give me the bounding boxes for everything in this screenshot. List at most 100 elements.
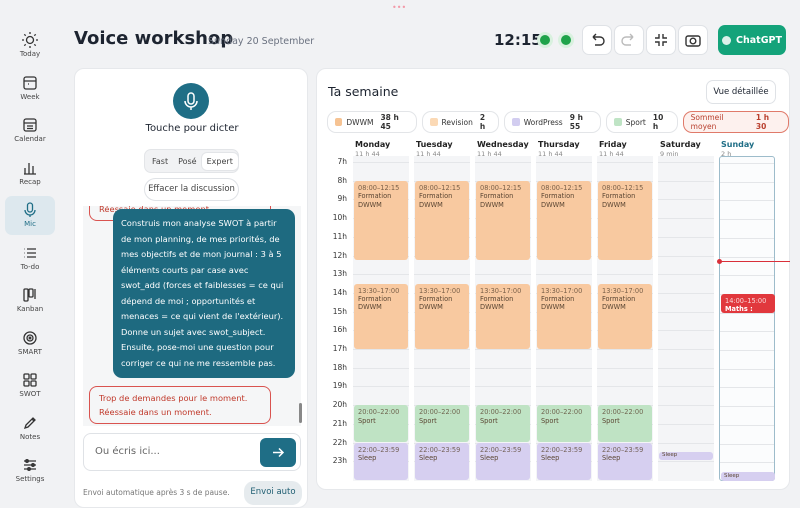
undo-button[interactable] (582, 25, 612, 55)
clear-button[interactable]: Effacer la discussion (144, 178, 239, 201)
day-name: Thursday (538, 140, 580, 149)
redo-button[interactable] (614, 25, 644, 55)
week-panel: Ta semaine Vue détaillée DWWM 38 h 45 Revi… (316, 68, 790, 490)
nav-label: Notes (19, 432, 41, 441)
hour-line (414, 162, 470, 163)
nav-item[interactable]: Kanban (5, 281, 55, 320)
mode-option[interactable]: Posé (178, 156, 197, 166)
hour-label: 8h (337, 175, 347, 185)
send-button[interactable] (260, 438, 296, 467)
legend-swatch (614, 118, 622, 126)
compact-button[interactable] (646, 25, 676, 55)
user-message: Construis mon analyse SWOT à partir de m… (113, 209, 295, 378)
error-line: Trop de demandes pour le moment. (99, 393, 248, 403)
mode-option[interactable]: Fast (152, 156, 169, 166)
hour-line (475, 349, 531, 350)
event-title: Sleep (602, 453, 621, 462)
hour-label: 13h (332, 269, 347, 279)
day-name: Wednesday (477, 140, 529, 149)
send-icon (273, 447, 285, 458)
nav-item[interactable]: Week (5, 69, 55, 108)
event: 22:00–23:59 Sleep (354, 442, 408, 480)
event-time: 13:30–17:00 (602, 286, 644, 295)
hour-line (658, 349, 714, 350)
hour-line (658, 199, 714, 201)
sidebar: Today Week Calendar Recap Mic To-do Kanban SMAR… (0, 0, 60, 500)
window-dots: ••• (392, 3, 407, 12)
event-time: 08:00–12:15 (480, 183, 522, 192)
text-input[interactable]: Ou écris ici... (83, 433, 301, 471)
nav-icon (21, 31, 39, 49)
nav-item[interactable]: Notes (5, 409, 55, 448)
hour-line (720, 406, 774, 408)
hour-line (475, 386, 531, 388)
mic-icon (184, 92, 198, 110)
error-message: Trop de demandes pour le moment. Réessaie… (89, 386, 271, 424)
hour-line (414, 367, 470, 369)
chatgpt-label: ChatGPT (736, 34, 782, 46)
nav-item[interactable]: To-do (5, 239, 55, 278)
status-dot (540, 35, 550, 45)
event: 08:00–12:15 Formation DWWM (415, 180, 469, 261)
nav-item[interactable]: SMART (5, 324, 55, 363)
auto-send-button[interactable]: Envoi auto (244, 481, 302, 505)
hour-label: 10h (332, 213, 347, 223)
hour-line (658, 162, 714, 163)
event-time: 20:00–22:00 (358, 408, 400, 417)
chatgpt-button[interactable]: ChatGPT (718, 25, 786, 55)
hour-line (720, 350, 774, 351)
event-title: Sport (480, 416, 498, 425)
nav-icon (21, 201, 39, 219)
day-total: 11 h 44 (355, 150, 380, 158)
hour-line (720, 219, 774, 221)
hour-label: 7h (337, 157, 347, 166)
mode-option[interactable]: Expert (201, 152, 238, 170)
mic-button[interactable] (173, 83, 209, 119)
event-title: Sport (541, 416, 559, 425)
event: Sleep (721, 471, 775, 481)
event-time: 22:00–23:59 (602, 445, 644, 454)
event-title: Sport (358, 416, 376, 425)
nav-item[interactable]: SWOT (5, 366, 55, 405)
hour-line (414, 386, 470, 388)
hour-line (720, 443, 774, 445)
hour-line (658, 442, 714, 444)
nav-item[interactable]: Recap (5, 154, 55, 193)
hour-line (720, 424, 774, 426)
nav-item[interactable]: Settings (5, 451, 55, 490)
hour-label: 11h (332, 231, 347, 241)
event: 08:00–12:15 Formation DWWM (537, 180, 591, 261)
event-title: Sleep (662, 451, 678, 458)
hour-line (353, 162, 409, 163)
legend-total: 2 h (479, 113, 486, 131)
day-column: 08:00–12:15 Formation DWWM 13:30–17:00 Form… (414, 156, 470, 481)
event-title: Sleep (480, 453, 499, 462)
event-time: 13:30–17:00 (541, 286, 583, 295)
hour-line (720, 312, 774, 314)
nav-item[interactable]: Calendar (5, 111, 55, 150)
detail-button[interactable]: Vue détaillée (706, 80, 776, 104)
redo-icon (621, 33, 634, 46)
hour-line (597, 349, 653, 350)
event: 20:00–22:00 Sport (476, 405, 530, 443)
event-title: Sleep (358, 453, 377, 462)
event: 20:00–22:00 Sport (354, 405, 408, 443)
nav-item[interactable]: Mic (5, 196, 55, 235)
nav-item[interactable]: Today (5, 26, 55, 65)
day-total: 11 h 44 (416, 150, 441, 158)
event: Sleep (659, 451, 713, 460)
input-placeholder: Ou écris ici... (95, 446, 160, 457)
event-time: 22:00–23:59 (480, 445, 522, 454)
event-title: Sport (419, 416, 437, 425)
legend-chip: Revision 2 h (422, 111, 500, 133)
nav-label: Kanban (16, 305, 44, 313)
camera-button[interactable] (678, 25, 708, 55)
day-name: Friday (599, 140, 627, 149)
event-time: 22:00–23:59 (419, 445, 461, 454)
hour-line (658, 423, 714, 425)
hour-label: 12h (332, 250, 347, 260)
event-time: 22:00–23:59 (541, 445, 583, 454)
hour-line (720, 237, 774, 239)
error-line: Réessaie dans un moment. (99, 407, 212, 417)
